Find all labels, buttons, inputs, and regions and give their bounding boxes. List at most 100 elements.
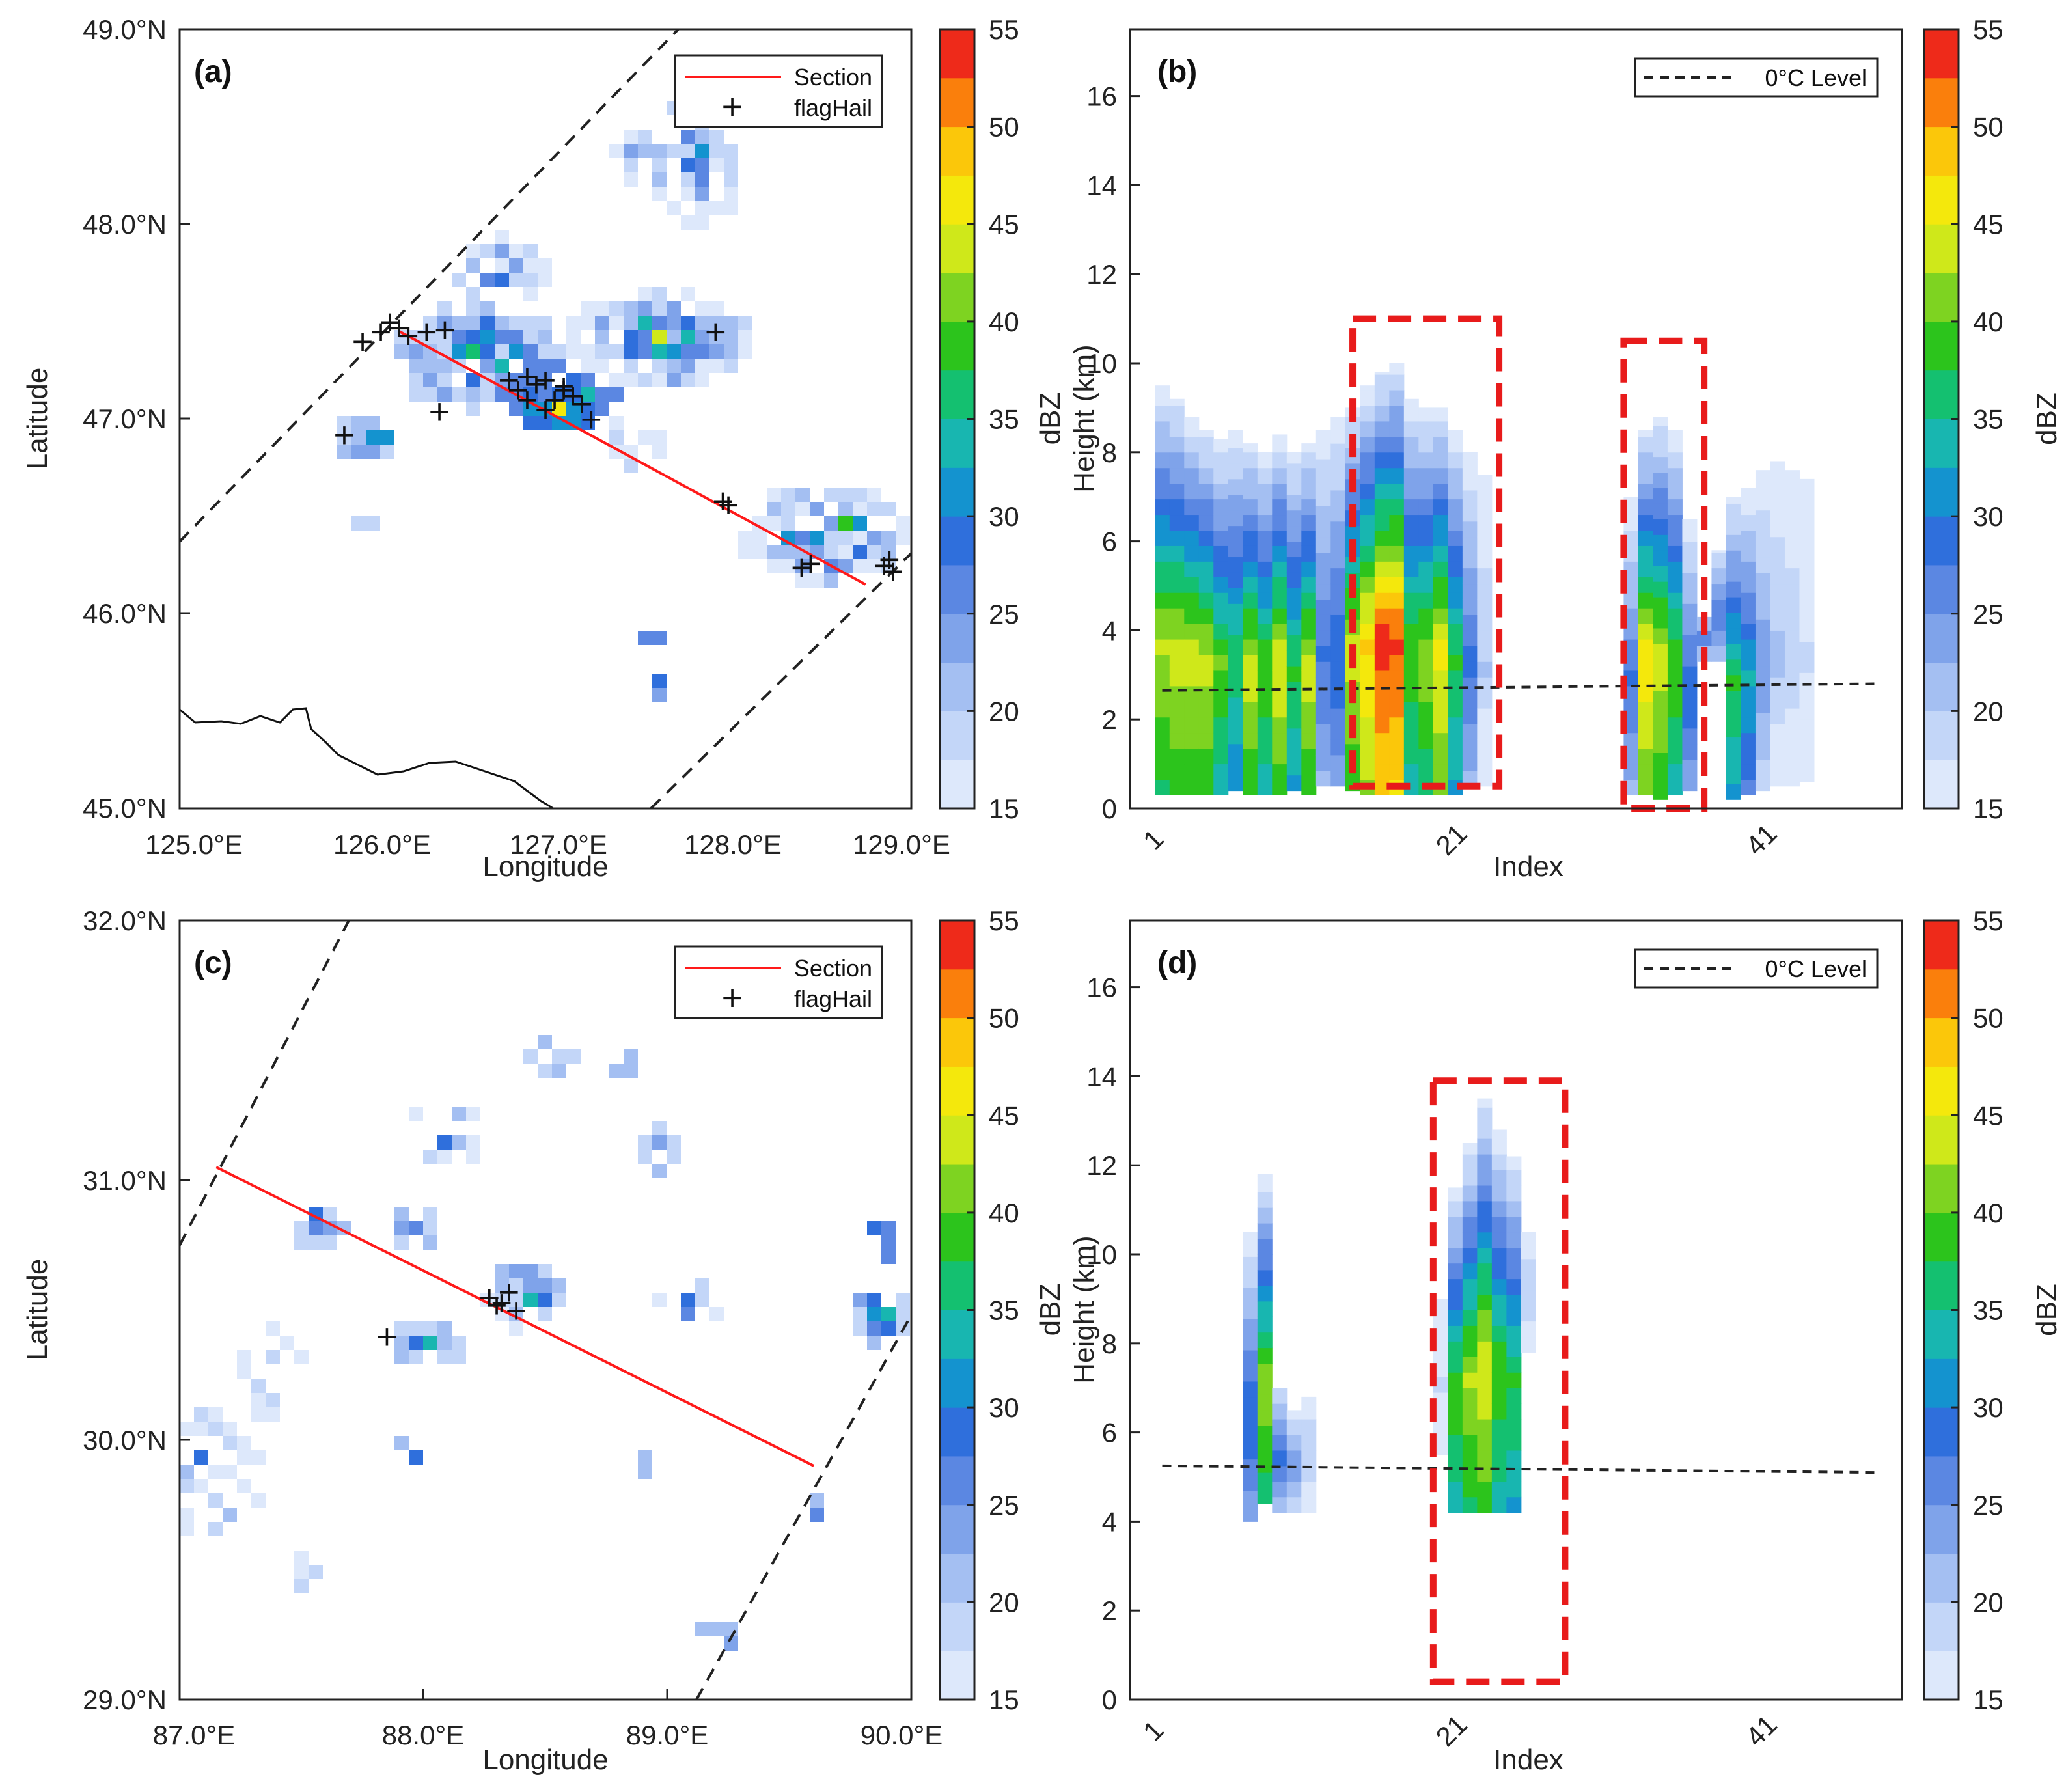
reflectivity-column-cell [1213,655,1229,671]
reflectivity-column-cell [1462,583,1478,600]
reflectivity-column-cell [1653,425,1668,442]
reflectivity-column-cell [1418,732,1434,749]
reflectivity-column-cell [1638,779,1653,795]
reflectivity-cell [509,273,523,287]
y-tick-label: 0 [1102,1685,1117,1715]
reflectivity-cell [652,1164,667,1178]
hail-plus-marker: + [489,1286,514,1319]
reflectivity-column-cell [1462,708,1478,724]
y-tick-label: 45.0°N [83,793,167,823]
reflectivity-column-cell [1155,436,1170,453]
reflectivity-column-cell [1477,661,1493,678]
reflectivity-column-cell [1433,655,1448,671]
colorbar-segment [940,1115,974,1165]
reflectivity-cell [566,373,581,387]
reflectivity-column-cell [1286,728,1302,745]
reflectivity-column-cell [1330,661,1346,678]
hail-plus-marker: + [375,1319,399,1353]
reflectivity-column-cell [1184,436,1200,453]
reflectivity-column-cell [1477,754,1493,771]
reflectivity-cell [652,631,667,645]
reflectivity-column-cell [1741,670,1756,687]
reflectivity-cell [709,316,724,330]
y-tick-label: 0 [1102,793,1117,824]
reflectivity-column-cell [1667,545,1683,562]
reflectivity-column-cell [1360,420,1375,437]
reflectivity-cell [695,1278,709,1293]
reflectivity-column-cell [1374,748,1390,765]
reflectivity-column-cell [1741,655,1756,671]
reflectivity-column-cell [1169,717,1185,734]
colorbar-segment [1924,969,1959,1019]
reflectivity-cell [409,1321,423,1336]
reflectivity-column-cell [1667,717,1683,734]
reflectivity-cell [538,359,552,373]
reflectivity-column-cell [1374,561,1390,577]
reflectivity-cell [881,1307,896,1321]
reflectivity-column-cell [1184,483,1200,500]
x-axis-label: Longitude [482,1744,608,1776]
y-axis-label: Height (km) [1068,1235,1100,1383]
reflectivity-column-cell [1667,748,1683,765]
reflectivity-cell [538,416,552,430]
colorbar-segment [1924,920,1959,970]
reflectivity-column-cell [1448,577,1463,593]
reflectivity-column-cell [1521,1258,1536,1275]
reflectivity-column-cell [1243,655,1258,671]
hail-plus-marker: + [552,370,576,403]
reflectivity-column-cell [1286,1419,1302,1435]
reflectivity-column-cell [1301,1496,1317,1513]
reflectivity-column-cell [1403,608,1419,624]
reflectivity-column-cell [1243,1256,1258,1273]
colorbar-tick-label: 55 [1973,905,2004,936]
reflectivity-cell [709,344,724,359]
reflectivity-column-cell [1491,1325,1507,1342]
colorbar-segment [940,662,974,711]
reflectivity-column-cell [1638,748,1653,765]
reflectivity-column-cell [1418,514,1434,531]
reflectivity-column-cell [1799,579,1815,596]
reflectivity-column-cell [1360,624,1375,640]
reflectivity-column-cell [1228,712,1243,729]
reflectivity-column-cell [1491,1481,1507,1498]
reflectivity-column-cell [1448,561,1463,577]
reflectivity-column-cell [1667,685,1683,702]
reflectivity-cell [795,488,810,502]
reflectivity-column-cell [1374,764,1390,780]
reflectivity-column-cell [1682,697,1698,713]
reflectivity-cell [309,1565,323,1579]
reflectivity-column-cell [1433,608,1448,624]
reflectivity-column-cell [1330,677,1346,693]
reflectivity-column-cell [1726,721,1741,738]
y-axis-label: dBZ [1034,1284,1066,1336]
reflectivity-cell [709,144,724,158]
reflectivity-cell [495,1264,509,1278]
reflectivity-column-cell [1301,483,1317,500]
reflectivity-column-cell [1638,670,1653,687]
reflectivity-column-cell [1155,561,1170,577]
reflectivity-column-cell [1433,420,1448,437]
highlight-box [1429,1077,1569,1685]
panel-c-section-line [215,1166,815,1467]
y-tick-label: 2 [1102,704,1117,735]
reflectivity-column-cell [1169,608,1185,624]
colorbar-segment [1924,321,1959,371]
reflectivity-cell [652,287,667,301]
reflectivity-column-cell [1799,501,1815,517]
reflectivity-column-cell [1506,1435,1522,1451]
reflectivity-cell [423,387,437,402]
reflectivity-column-cell [1243,639,1258,655]
reflectivity-column-cell [1770,661,1785,678]
reflectivity-column-cell [1272,1435,1288,1451]
reflectivity-column-cell [1799,672,1815,689]
reflectivity-cell [767,502,781,516]
reflectivity-cell [495,1293,509,1307]
reflectivity-cell [495,344,509,359]
reflectivity-cell [480,330,495,344]
colorbar-segment [940,1602,974,1651]
reflectivity-cell [552,402,566,416]
reflectivity-column-cell [1169,639,1185,655]
reflectivity-column-cell [1155,655,1170,671]
reflectivity-cell [423,344,437,359]
reflectivity-column-cell [1418,624,1434,640]
